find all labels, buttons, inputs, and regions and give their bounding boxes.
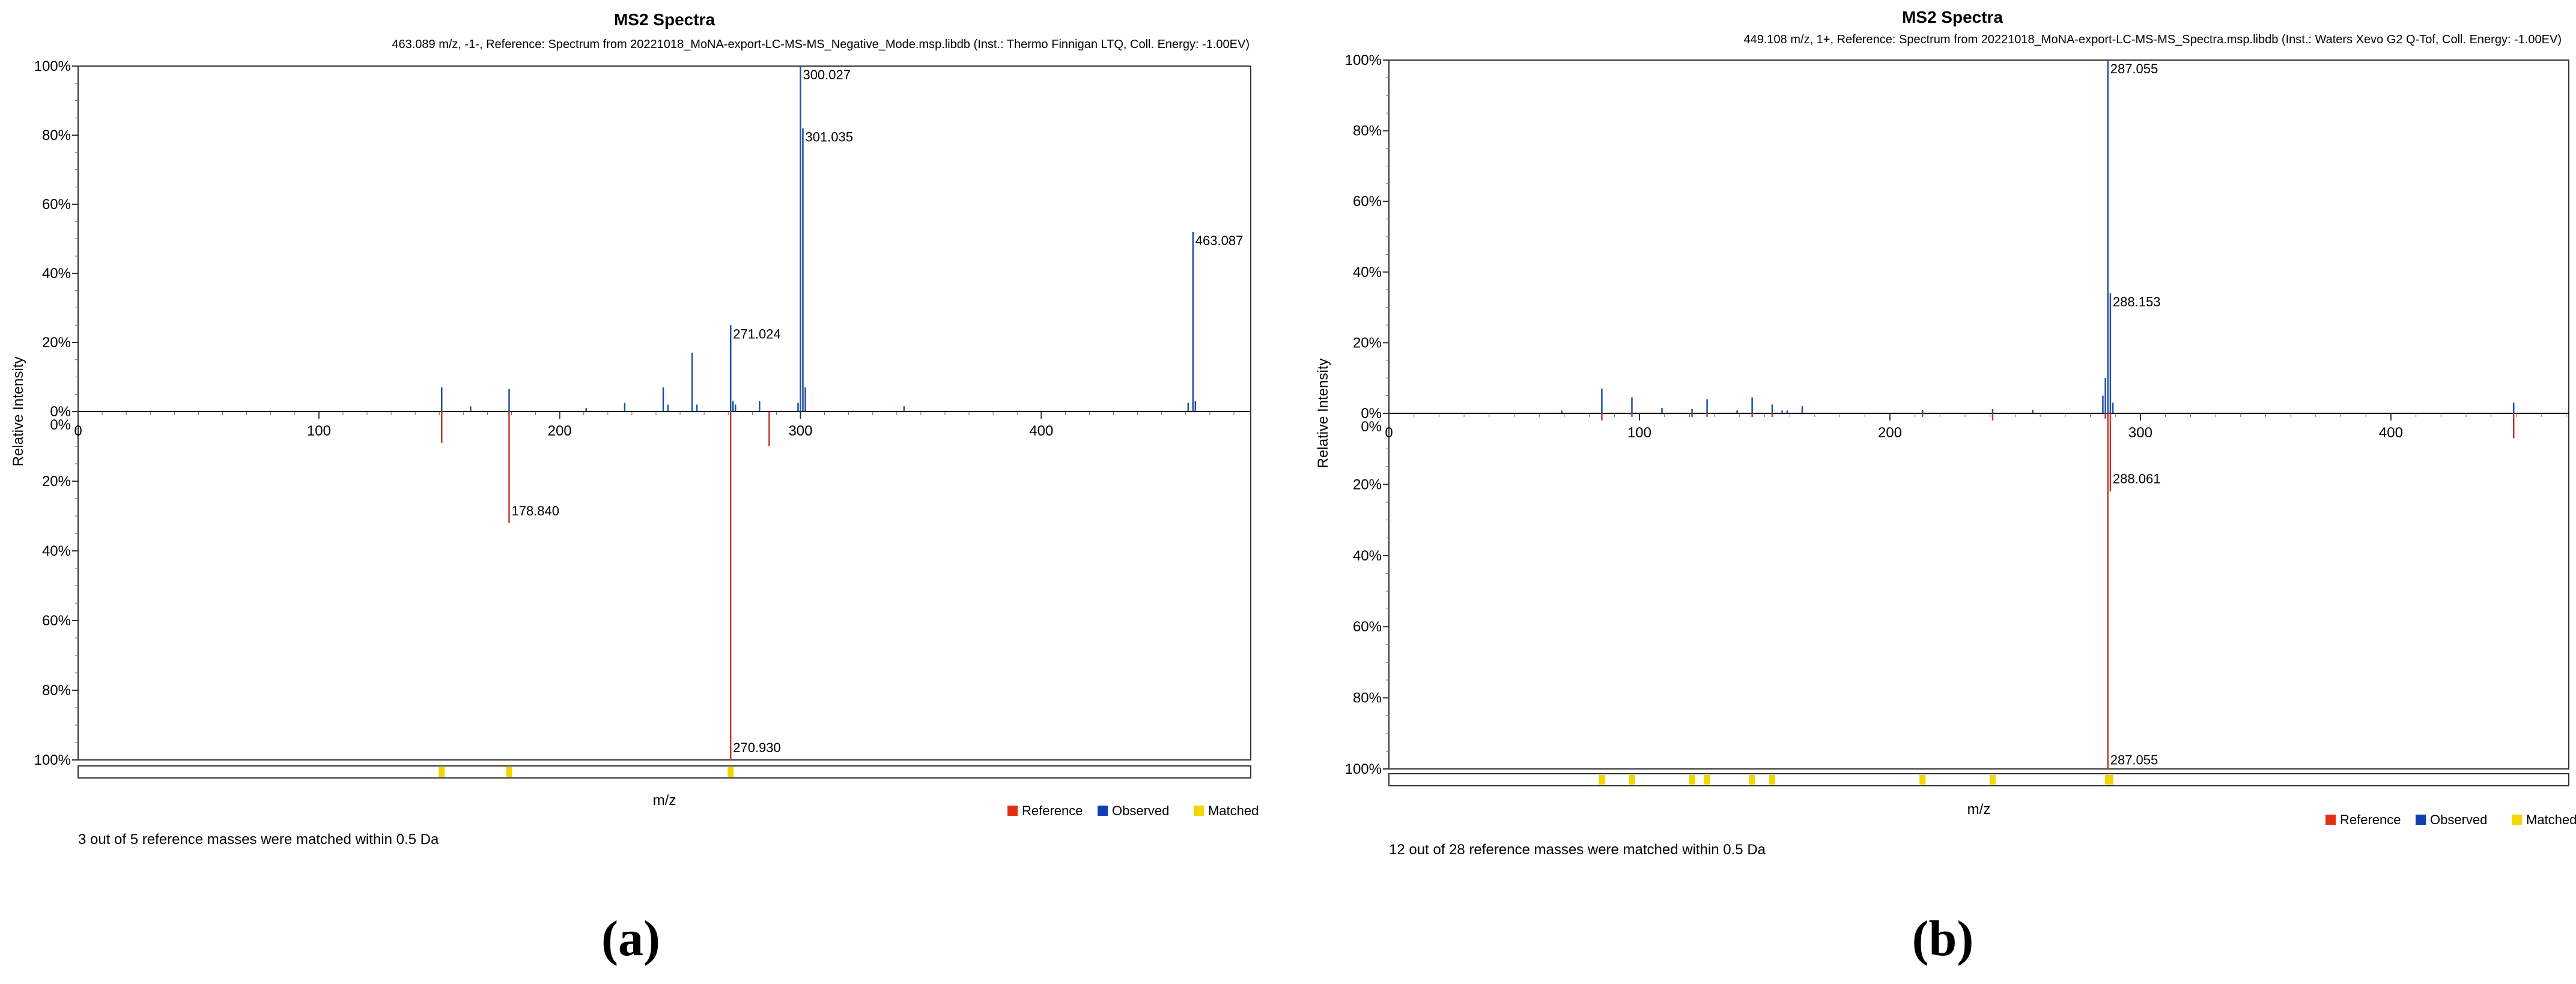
matched-marker — [439, 767, 445, 777]
x-tick-label: 100 — [307, 423, 331, 439]
matched-marker — [728, 767, 734, 777]
peak-label-observed: 288.153 — [2113, 294, 2161, 309]
legend-label-reference: Reference — [2340, 812, 2401, 827]
legend-swatch-reference — [1007, 806, 1018, 816]
match-summary: 12 out of 28 reference masses were match… — [1389, 842, 1766, 858]
x-tick-label: 200 — [1878, 425, 1902, 441]
y-tick-label-up: 80% — [1353, 123, 1382, 139]
matched-bar — [1388, 773, 2569, 786]
legend-label-reference: Reference — [1022, 803, 1083, 818]
y-tick-label-down: 80% — [42, 682, 71, 699]
panel-label: (a) — [601, 911, 660, 967]
matched-marker — [1989, 775, 1996, 785]
ms2-chart-b: MS2 Spectra 449.108 m/z, 1+, Reference: S… — [1315, 8, 2576, 967]
matched-marker — [1769, 775, 1775, 785]
peak-label-reference: 270.930 — [733, 740, 781, 755]
legend-swatch-matched — [2512, 815, 2522, 825]
x-tick-label: 300 — [2128, 425, 2152, 441]
x-tick-label: 200 — [548, 423, 572, 439]
peak-label-observed: 271.024 — [733, 326, 781, 341]
y-tick-label-down: 0% — [1361, 419, 1382, 435]
legend-swatch-reference — [2325, 815, 2336, 825]
matched-marker — [1599, 775, 1605, 785]
x-tick-label: 100 — [1627, 425, 1651, 441]
y-tick-label-down: 40% — [1353, 548, 1382, 564]
matched-marker — [1704, 775, 1710, 785]
y-tick-label-up: 80% — [42, 127, 71, 144]
y-axis-label: Relative Intensity — [10, 357, 26, 467]
chart-subtitle: 463.089 m/z, -1-, Reference: Spectrum fr… — [392, 38, 1250, 51]
panel-b: MS2 Spectra 449.108 m/z, 1+, Reference: S… — [1288, 0, 2576, 984]
x-tick-label: 400 — [2379, 425, 2403, 441]
x-axis-label: m/z — [653, 792, 676, 809]
peak-label-observed: 300.027 — [803, 67, 851, 82]
legend-label-matched: Matched — [1208, 803, 1259, 818]
peak-label-observed: 301.035 — [805, 130, 853, 145]
x-tick-label: 300 — [788, 423, 812, 439]
y-tick-label-up: 20% — [1353, 335, 1382, 351]
matched-marker — [1919, 775, 1926, 785]
matched-marker — [2107, 775, 2113, 785]
y-tick-label-down: 20% — [1353, 476, 1382, 493]
legend-swatch-observed — [1098, 806, 1108, 816]
y-tick-label-down: 80% — [1353, 690, 1382, 706]
y-axis-label: Relative Intensity — [1315, 359, 1331, 469]
y-tick-label-down: 100% — [1345, 761, 1382, 777]
y-tick-label-up: 0% — [1361, 405, 1382, 422]
y-tick-label-down: 60% — [42, 613, 71, 629]
matched-marker — [506, 767, 512, 777]
plot-frame — [1388, 59, 2569, 770]
chart-title: MS2 Spectra — [1902, 8, 2003, 26]
peak-label-reference: 287.055 — [2110, 752, 2158, 767]
panel-label: (b) — [1912, 911, 1974, 967]
x-axis-label: m/z — [1967, 801, 1991, 818]
peak-label-observed: 287.055 — [2110, 61, 2158, 76]
matched-marker — [1689, 775, 1695, 785]
y-tick-label-up: 20% — [42, 335, 71, 351]
peak-label-reference: 288.061 — [2113, 472, 2161, 487]
y-tick-label-up: 40% — [42, 266, 71, 282]
matched-bar — [77, 765, 1251, 779]
y-tick-label-down: 100% — [34, 752, 71, 768]
y-tick-label-up: 0% — [50, 404, 71, 420]
legend-swatch-matched — [1194, 806, 1204, 816]
x-tick-label: 0 — [74, 423, 82, 439]
chart-title: MS2 Spectra — [614, 10, 715, 29]
y-tick-label-up: 60% — [42, 196, 71, 213]
peak-label-reference: 178.840 — [511, 503, 559, 518]
matched-marker — [1749, 775, 1755, 785]
y-tick-label-down: 20% — [42, 473, 71, 490]
ms2-chart-a: MS2 Spectra 463.089 m/z, -1-, Reference: … — [10, 10, 1259, 967]
match-summary: 3 out of 5 reference masses were matched… — [78, 831, 439, 848]
chart-subtitle: 449.108 m/z, 1+, Reference: Spectrum fro… — [1744, 33, 2562, 46]
y-tick-label-up: 100% — [34, 58, 71, 74]
y-tick-label-down: 40% — [42, 543, 71, 559]
x-tick-label: 0 — [1385, 425, 1393, 441]
y-tick-label-down: 60% — [1353, 619, 1382, 635]
legend-label-observed: Observed — [2430, 812, 2487, 827]
plot-frame — [77, 65, 1251, 761]
y-tick-label-up: 60% — [1353, 193, 1382, 210]
peak-label-observed: 463.087 — [1195, 233, 1244, 248]
legend-label-matched: Matched — [2526, 812, 2576, 827]
x-tick-label: 400 — [1029, 423, 1053, 439]
matched-marker — [1629, 775, 1635, 785]
panel-a: MS2 Spectra 463.089 m/z, -1-, Reference: … — [10, 10, 1259, 967]
y-tick-label-up: 40% — [1353, 264, 1382, 281]
y-tick-label-up: 100% — [1345, 52, 1382, 68]
legend-label-observed: Observed — [1112, 803, 1169, 818]
legend-swatch-observed — [2416, 815, 2426, 825]
y-tick-label-down: 0% — [50, 417, 71, 433]
